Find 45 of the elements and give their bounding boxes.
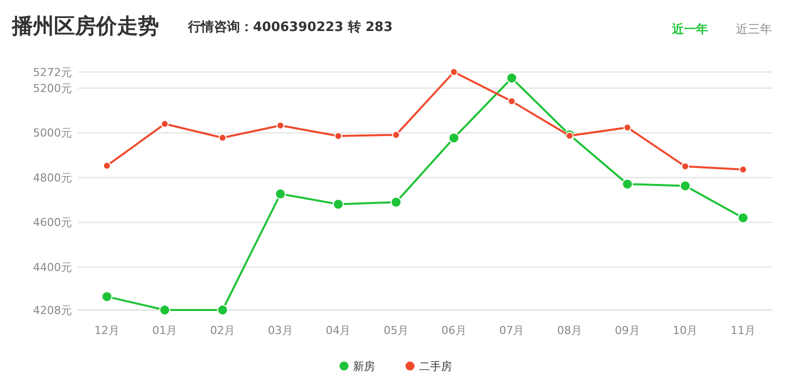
x-tick-label: 01月 [152,324,178,337]
x-tick-label: 09月 [614,324,640,337]
point [506,72,518,84]
legend-label: 新房 [353,360,375,373]
x-tick-label: 03月 [268,324,293,337]
point [274,188,286,200]
point [390,196,402,208]
x-tick-label: 10月 [672,324,698,337]
y-tick-label: 4400元 [33,260,72,274]
y-tick-label: 5000元 [33,126,72,140]
x-tick-label: 08月 [557,324,582,337]
y-tick-label: 4208元 [33,304,72,317]
point [160,120,169,128]
point [102,162,111,170]
point [680,180,691,192]
y-tick-label: 4800元 [33,171,72,184]
point [566,132,574,140]
y-tick-label: 5200元 [33,82,72,95]
point [681,162,690,170]
chart-title: 播州区房价走势 [11,14,159,38]
x-tick-label: 05月 [384,324,409,337]
x-tick-label: 12月 [94,324,120,337]
point [448,132,460,144]
x-tick-label: 06月 [441,324,466,337]
text: 近三年 [736,22,772,36]
y-tick-label: 4600元 [33,216,72,230]
point [217,304,228,316]
point [218,134,227,142]
point [159,304,170,316]
legend-label: 二手房 [419,360,452,373]
point [101,291,112,302]
chart-subtitle: 行情咨询：4006390223 转 283 [187,20,393,35]
point [450,68,458,76]
y-tick-label: 5272元 [33,66,72,79]
x-tick-label: 04月 [326,324,351,337]
x-tick-label: 11月 [730,324,756,337]
point [334,132,342,140]
x-tick-label: 02月 [210,324,236,337]
text: 近一年 [671,22,708,36]
point [392,130,400,139]
point [738,212,749,224]
point [332,198,344,210]
point [622,178,633,190]
x-tick-label: 07月 [499,324,524,337]
point [508,97,516,106]
